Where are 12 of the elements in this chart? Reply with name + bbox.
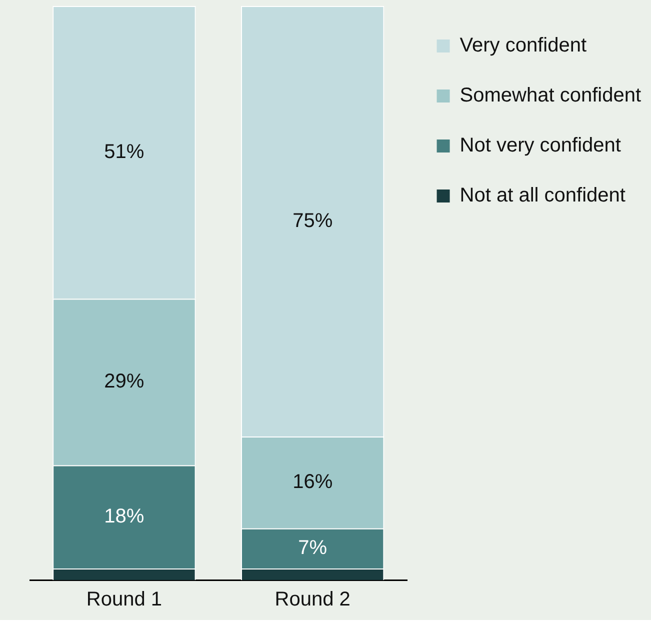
data-label: 29%	[104, 370, 144, 392]
data-label: 75%	[292, 210, 333, 232]
legend-label: Not at all confident	[460, 184, 626, 207]
data-label: 16%	[292, 470, 333, 493]
legend-label: Very confident	[460, 34, 587, 57]
x-tick-label: Round 2	[274, 588, 350, 611]
data-label: 51%	[104, 140, 144, 163]
legend-label: Somewhat confident	[460, 84, 642, 107]
x-tick-label: Round 1	[86, 588, 162, 611]
data-label: 7%	[298, 536, 328, 559]
legend-label: Not very confident	[460, 134, 622, 157]
data-label: 18%	[104, 505, 144, 528]
